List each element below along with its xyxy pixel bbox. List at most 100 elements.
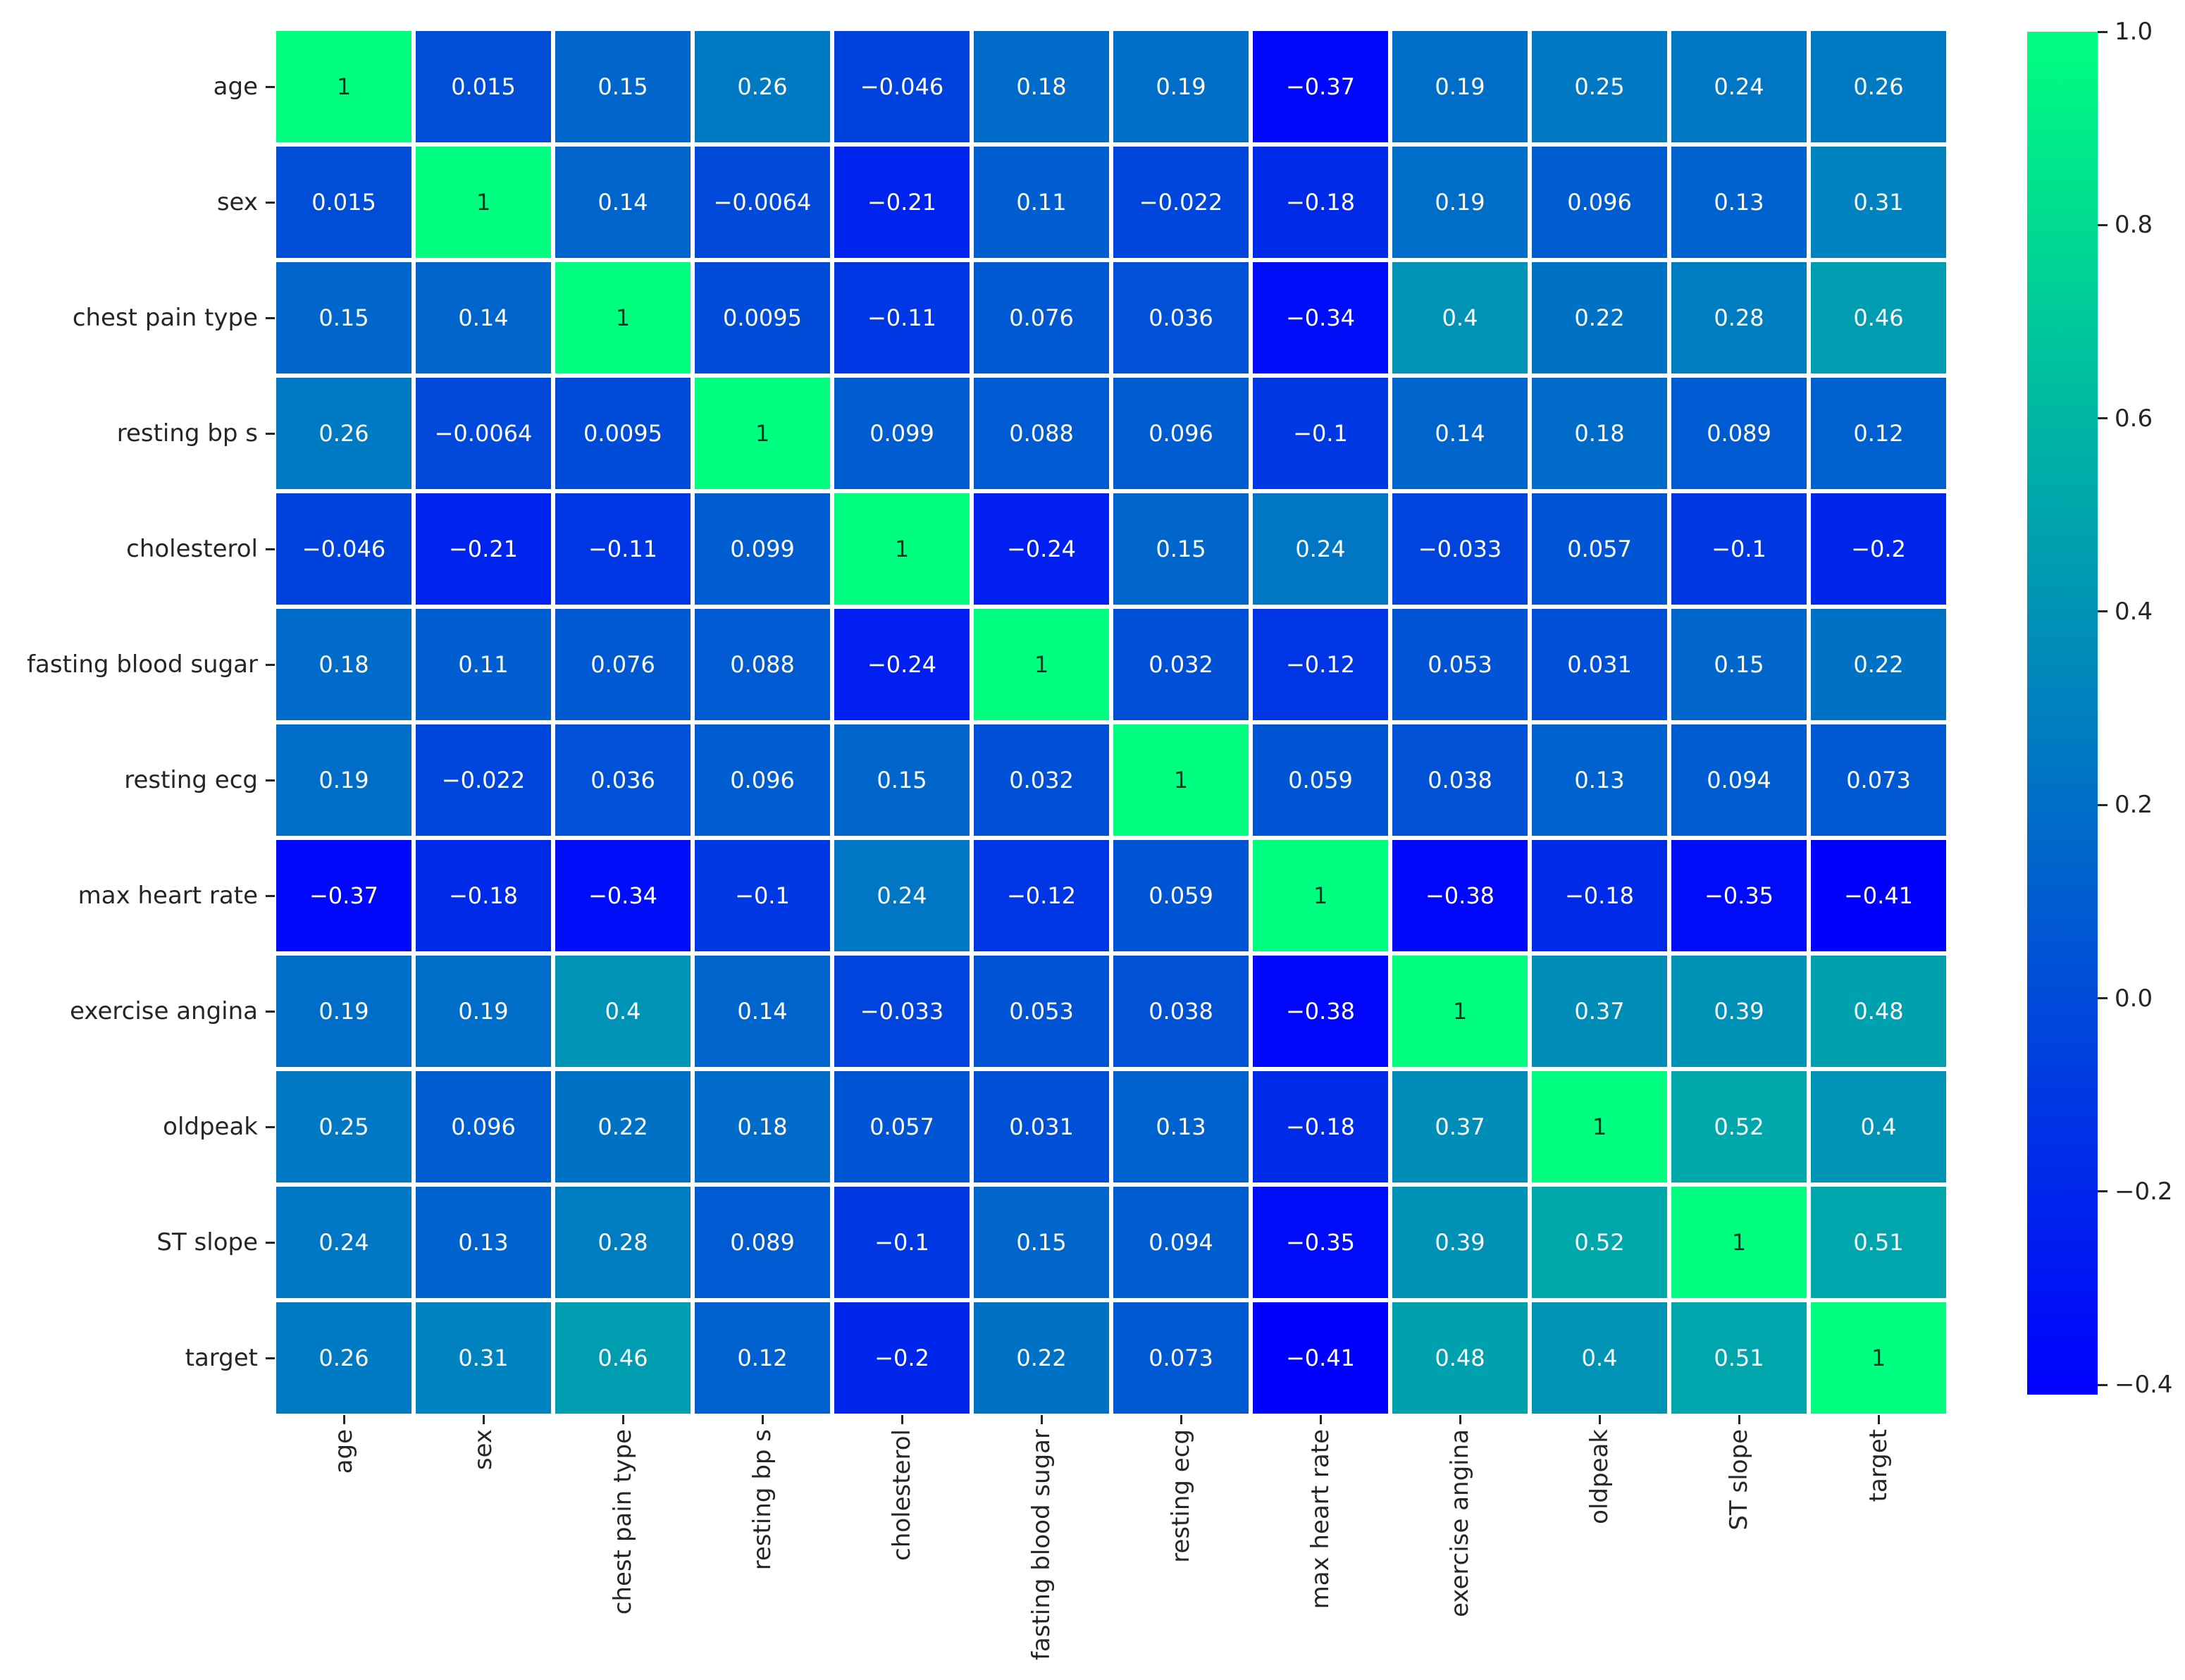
cell-annotation: 0.088 xyxy=(730,651,795,678)
heatmap-cell: 1 xyxy=(974,609,1109,720)
colorbar-tick-mark xyxy=(2098,1383,2107,1386)
cell-annotation: −0.18 xyxy=(1564,882,1635,909)
cell-annotation: 0.038 xyxy=(1428,767,1492,793)
heatmap-cell: 0.18 xyxy=(1532,378,1667,489)
heatmap-cell: 0.096 xyxy=(1532,147,1667,258)
heatmap-cell: 0.25 xyxy=(276,1071,411,1182)
cell-annotation: 0.14 xyxy=(598,189,648,216)
heatmap-cell: 0.39 xyxy=(1392,1187,1528,1298)
heatmap-cell: −0.046 xyxy=(276,493,411,605)
y-tick-label: target xyxy=(185,1344,258,1372)
heatmap-cell: 0.088 xyxy=(695,609,830,720)
heatmap-cell: 0.24 xyxy=(1253,493,1388,605)
heatmap-cell: 0.26 xyxy=(276,378,411,489)
heatmap-cell: 1 xyxy=(276,31,411,142)
heatmap-cell: 0.038 xyxy=(1113,956,1249,1067)
heatmap-cell: 0.0095 xyxy=(695,262,830,373)
cell-annotation: 0.22 xyxy=(1853,651,1904,678)
cell-annotation: 1 xyxy=(1592,1113,1607,1140)
heatmap-cell: 0.48 xyxy=(1811,956,1946,1067)
colorbar-tick-mark xyxy=(2098,803,2107,806)
cell-annotation: 0.13 xyxy=(1714,189,1764,216)
heatmap-cell: 0.15 xyxy=(834,724,970,836)
heatmap-cell: 0.096 xyxy=(695,724,830,836)
cell-annotation: 0.14 xyxy=(1435,420,1485,447)
cell-annotation: −0.21 xyxy=(448,536,519,562)
cell-annotation: 0.24 xyxy=(1714,73,1764,100)
heatmap-cell: 0.14 xyxy=(555,147,691,258)
y-tick-label: chest pain type xyxy=(72,304,258,332)
cell-annotation: 0.26 xyxy=(318,420,369,447)
heatmap-cell: −0.18 xyxy=(1532,840,1667,951)
heatmap-cell: 1 xyxy=(1671,1187,1807,1298)
cell-annotation: 0.52 xyxy=(1574,1229,1625,1256)
heatmap-cell: −0.18 xyxy=(1253,1071,1388,1182)
x-tick-mark xyxy=(621,1415,624,1424)
cell-annotation: −0.34 xyxy=(588,882,658,909)
x-tick-label: target xyxy=(1864,1429,1893,1502)
y-tick-mark xyxy=(266,316,275,319)
heatmap-cell: −0.2 xyxy=(834,1302,970,1414)
cell-annotation: −0.41 xyxy=(1843,882,1914,909)
heatmap-cell: 0.096 xyxy=(416,1071,551,1182)
heatmap-cell: 0.073 xyxy=(1113,1302,1249,1414)
cell-annotation: 0.26 xyxy=(737,73,788,100)
heatmap-cell: 0.015 xyxy=(276,147,411,258)
colorbar-tick-mark xyxy=(2098,30,2107,33)
cell-annotation: 0.18 xyxy=(1016,73,1067,100)
heatmap-cell: 0.46 xyxy=(1811,262,1946,373)
x-tick-label: fasting blood sugar xyxy=(1027,1429,1056,1660)
heatmap-cell: 0.4 xyxy=(1811,1071,1946,1182)
cell-annotation: −0.1 xyxy=(735,882,790,909)
cell-annotation: 0.057 xyxy=(1567,536,1632,562)
cell-annotation: 1 xyxy=(1173,767,1189,793)
cell-annotation: 0.094 xyxy=(1149,1229,1213,1256)
heatmap-cell: 1 xyxy=(695,378,830,489)
heatmap-cell: 0.25 xyxy=(1532,31,1667,142)
cell-annotation: 0.11 xyxy=(458,651,509,678)
cell-annotation: 0.18 xyxy=(737,1113,788,1140)
cell-annotation: −0.24 xyxy=(1006,536,1077,562)
heatmap-cell: 0.31 xyxy=(416,1302,551,1414)
cell-annotation: 0.26 xyxy=(1853,73,1904,100)
cell-annotation: −0.18 xyxy=(1285,189,1356,216)
heatmap-cell: 0.057 xyxy=(834,1071,970,1182)
cell-annotation: 0.19 xyxy=(1435,189,1485,216)
cell-annotation: 0.073 xyxy=(1149,1345,1213,1371)
heatmap-cell: 0.073 xyxy=(1811,724,1946,836)
y-tick-mark xyxy=(266,85,275,88)
heatmap-cell: −0.21 xyxy=(416,493,551,605)
cell-annotation: 0.099 xyxy=(869,420,934,447)
cell-annotation: 0.31 xyxy=(458,1345,509,1371)
heatmap-cell: 0.096 xyxy=(1113,378,1249,489)
heatmap-cell: 0.094 xyxy=(1671,724,1807,836)
y-tick-label: age xyxy=(213,73,258,101)
heatmap-cell: −0.11 xyxy=(834,262,970,373)
heatmap-cell: 0.22 xyxy=(1811,609,1946,720)
heatmap-cell: 0.13 xyxy=(416,1187,551,1298)
heatmap-cell: 1 xyxy=(1113,724,1249,836)
cell-annotation: 0.12 xyxy=(737,1345,788,1371)
colorbar-tick-label: −0.2 xyxy=(2115,1177,2173,1206)
cell-annotation: 0.13 xyxy=(1574,767,1625,793)
heatmap-cell: 0.19 xyxy=(416,956,551,1067)
heatmap-cell: 0.18 xyxy=(974,31,1109,142)
heatmap-cell: 0.15 xyxy=(1113,493,1249,605)
cell-annotation: 0.48 xyxy=(1435,1345,1485,1371)
heatmap-grid: 1 0.015 0.15 0.26 −0.046 0.18 0.19 −0.37 0.19 0.2… xyxy=(276,31,1946,1414)
cell-annotation: 0.15 xyxy=(598,73,648,100)
heatmap-cell: −0.2 xyxy=(1811,493,1946,605)
heatmap-cell: 0.26 xyxy=(1811,31,1946,142)
heatmap-cell: −0.38 xyxy=(1392,840,1528,951)
heatmap-cell: −0.41 xyxy=(1253,1302,1388,1414)
heatmap-cell: 0.11 xyxy=(416,609,551,720)
cell-annotation: 1 xyxy=(336,73,352,100)
heatmap-cell: −0.0064 xyxy=(416,378,551,489)
heatmap-cell: 0.37 xyxy=(1392,1071,1528,1182)
x-tick-label: age xyxy=(330,1429,358,1474)
heatmap-cell: 0.13 xyxy=(1671,147,1807,258)
heatmap-cell: 0.015 xyxy=(416,31,551,142)
y-tick-mark xyxy=(266,894,275,897)
heatmap-cell: 0.51 xyxy=(1671,1302,1807,1414)
